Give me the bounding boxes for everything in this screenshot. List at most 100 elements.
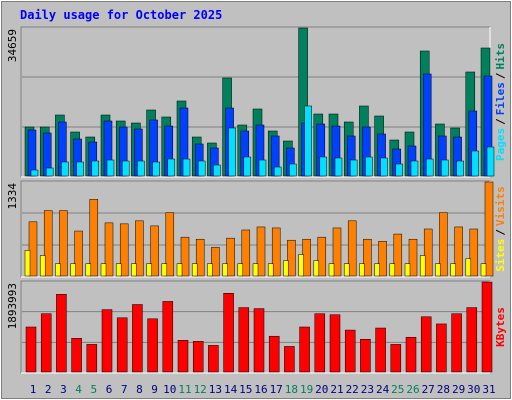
legend-separator: / [494, 72, 507, 79]
bar [332, 227, 342, 277]
bar [208, 345, 219, 373]
bar [423, 228, 433, 277]
bar [55, 263, 61, 277]
bar [180, 236, 190, 277]
legend-entry: Pages [494, 128, 507, 161]
bar [365, 156, 373, 177]
bar [71, 338, 82, 373]
legend: Pages / Files / Hits [494, 43, 507, 161]
legend-entry: KBytes [494, 307, 507, 347]
bar [465, 258, 472, 277]
bar [167, 158, 176, 177]
bar [469, 228, 479, 277]
bar [59, 210, 68, 277]
bar [223, 292, 234, 373]
x-tick-label: 21 [330, 383, 343, 396]
x-tick-label: 29 [452, 383, 465, 396]
x-tick-label: 14 [224, 383, 238, 396]
bar [471, 150, 480, 177]
x-tick-label: 31 [482, 383, 495, 396]
bar [404, 263, 411, 277]
bar [100, 263, 107, 277]
bar [61, 161, 69, 177]
bar [70, 263, 76, 277]
bar [135, 220, 144, 277]
bar [419, 255, 426, 277]
bar [39, 255, 46, 277]
x-tick-label: 24 [376, 383, 390, 396]
legend-entry: Hits [494, 43, 507, 70]
bar [380, 157, 388, 177]
bar [161, 263, 168, 277]
bar [436, 323, 447, 373]
bar [284, 346, 295, 373]
bar [86, 344, 98, 373]
bar [319, 156, 328, 177]
legend-entry: Files [494, 82, 507, 115]
bar [456, 160, 464, 177]
bar [484, 181, 494, 277]
bar [252, 263, 259, 277]
bar [56, 294, 67, 373]
x-tick-label: 18 [285, 383, 298, 396]
legend-separator: / [494, 118, 507, 125]
bar [243, 156, 252, 177]
x-tick-label: 26 [406, 383, 419, 396]
bar [439, 212, 448, 277]
bar [241, 229, 251, 277]
bar [74, 230, 83, 277]
bar [85, 263, 92, 277]
chart-title: Daily usage for October 2025 [20, 8, 222, 22]
bar [408, 238, 418, 277]
legend-separator: / [494, 229, 507, 236]
x-tick-label: 27 [422, 383, 435, 396]
bar [258, 159, 267, 177]
bar [91, 160, 100, 177]
bar [25, 326, 37, 373]
bar [268, 335, 280, 373]
bar [435, 263, 441, 277]
bar [375, 327, 386, 373]
bar [317, 236, 327, 277]
bar [30, 169, 39, 177]
bar [115, 263, 122, 277]
bar [304, 105, 312, 177]
bar [410, 160, 419, 177]
bar [207, 263, 213, 277]
bar [104, 222, 114, 277]
bar [393, 233, 403, 277]
bar [395, 163, 404, 177]
bar [486, 146, 495, 177]
x-tick-label: 5 [90, 383, 97, 396]
x-tick-label: 10 [163, 383, 176, 396]
bar [152, 161, 160, 177]
bar [273, 166, 282, 177]
bar [347, 220, 357, 277]
bar [162, 301, 174, 373]
bar [420, 316, 432, 373]
y-tick-label: 34659 [6, 29, 19, 62]
bar [374, 263, 380, 277]
x-tick-label: 1 [30, 383, 37, 396]
bar [451, 313, 462, 373]
bar [27, 129, 37, 177]
x-tick-label: 19 [300, 383, 313, 396]
bar [359, 263, 365, 277]
bar [182, 158, 191, 177]
y-tick-label: 1334 [6, 183, 19, 210]
bar [121, 160, 130, 177]
bar [28, 221, 38, 277]
bar [222, 263, 228, 277]
bar [256, 226, 266, 277]
bar [43, 210, 53, 277]
bar [349, 159, 358, 177]
bar [195, 238, 205, 277]
bar [313, 260, 320, 277]
bar [480, 263, 487, 277]
bar [360, 339, 371, 373]
bar [119, 223, 129, 277]
bar [363, 238, 372, 277]
bar [454, 226, 463, 277]
x-tick-label: 9 [151, 383, 158, 396]
